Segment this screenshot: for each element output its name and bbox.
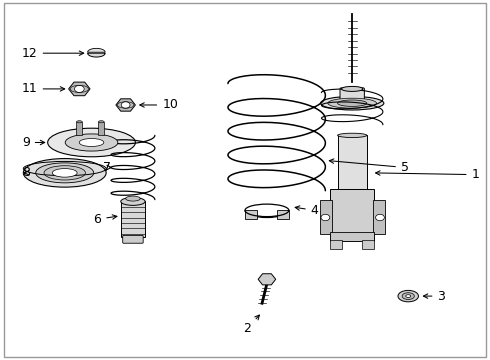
Text: 11: 11 [22, 82, 65, 95]
Bar [121, 202, 145, 237]
Circle shape [74, 85, 84, 93]
Ellipse shape [406, 295, 411, 297]
Ellipse shape [338, 100, 367, 107]
Bar [277, 210, 289, 219]
Ellipse shape [125, 196, 140, 201]
Bar [76, 122, 82, 135]
Text: 6: 6 [94, 213, 117, 226]
Polygon shape [88, 48, 105, 52]
Ellipse shape [79, 139, 104, 147]
Ellipse shape [320, 96, 384, 110]
Circle shape [321, 214, 330, 221]
Text: 4: 4 [295, 204, 319, 217]
Ellipse shape [342, 86, 363, 91]
Ellipse shape [24, 158, 106, 187]
Text: 8: 8 [22, 166, 30, 179]
Bar [330, 189, 374, 241]
Ellipse shape [98, 121, 104, 123]
Ellipse shape [36, 163, 94, 183]
Ellipse shape [398, 291, 418, 302]
Bar [338, 135, 367, 189]
Ellipse shape [52, 168, 77, 177]
Text: 12: 12 [22, 47, 84, 60]
Text: 7: 7 [103, 161, 111, 174]
Bar [330, 232, 374, 241]
Ellipse shape [402, 293, 415, 300]
Ellipse shape [65, 134, 118, 151]
Ellipse shape [328, 98, 376, 108]
Bar [98, 122, 104, 135]
Polygon shape [88, 53, 105, 57]
Bar [245, 210, 257, 219]
Ellipse shape [121, 198, 145, 205]
Ellipse shape [338, 133, 367, 138]
Text: 9: 9 [22, 136, 45, 149]
Text: 1: 1 [376, 168, 479, 181]
Text: 3: 3 [423, 289, 445, 303]
Circle shape [375, 214, 384, 221]
Bar [362, 240, 374, 249]
Bar [319, 200, 332, 234]
Bar [330, 240, 343, 249]
Circle shape [121, 102, 130, 108]
Ellipse shape [48, 128, 135, 157]
Bar [373, 200, 385, 234]
FancyBboxPatch shape [340, 88, 365, 101]
Ellipse shape [44, 166, 85, 180]
Ellipse shape [76, 121, 82, 123]
Text: 5: 5 [329, 159, 409, 174]
Text: 2: 2 [244, 315, 259, 335]
FancyBboxPatch shape [122, 235, 143, 243]
Text: 10: 10 [140, 99, 178, 112]
